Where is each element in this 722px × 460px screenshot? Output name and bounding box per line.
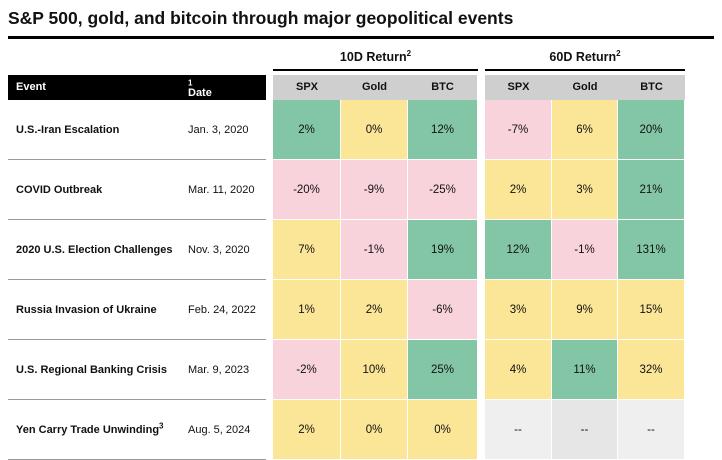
event-footnote: 3 bbox=[159, 421, 164, 431]
event-date: Aug. 5, 2024 bbox=[188, 424, 251, 436]
col-60d-gold-header: Gold bbox=[552, 75, 618, 100]
group-10d-footnote: 2 bbox=[406, 48, 412, 58]
row-divider bbox=[8, 399, 266, 400]
return-60d-spx-cell: 3% bbox=[485, 280, 552, 340]
event-column-header: Event bbox=[16, 81, 46, 93]
group-title-60d: 60D Return2 bbox=[485, 48, 685, 68]
return-10d-spx-cell: 1% bbox=[273, 280, 341, 340]
return-60d-spx-cell: -- bbox=[485, 400, 552, 460]
event-date: Jan. 3, 2020 bbox=[188, 124, 249, 136]
return-10d-gold-cell: 2% bbox=[341, 280, 408, 340]
return-60d-spx-cell: 4% bbox=[485, 340, 552, 400]
return-60d-gold-cell: 6% bbox=[552, 100, 618, 160]
return-10d-btc-cell: 0% bbox=[408, 400, 478, 460]
event-date: Feb. 24, 2022 bbox=[188, 304, 256, 316]
return-10d-btc-cell: 12% bbox=[408, 100, 478, 160]
return-60d-btc-cell: 32% bbox=[618, 340, 685, 400]
row-divider bbox=[8, 159, 266, 160]
return-10d-btc-cell: -25% bbox=[408, 160, 478, 220]
return-10d-gold-cell: 10% bbox=[341, 340, 408, 400]
event-date: Mar. 11, 2020 bbox=[188, 184, 255, 196]
col-10d-btc-header: BTC bbox=[408, 75, 478, 100]
col-60d-btc-header: BTC bbox=[618, 75, 685, 100]
event-date: Nov. 3, 2020 bbox=[188, 244, 250, 256]
return-60d-btc-cell: -- bbox=[618, 400, 685, 460]
event-name: U.S.-Iran Escalation bbox=[16, 124, 120, 136]
group-title-60d-text: 60D Return bbox=[549, 50, 617, 64]
return-10d-gold-cell: -1% bbox=[341, 220, 408, 280]
return-60d-btc-cell: 131% bbox=[618, 220, 685, 280]
return-60d-btc-cell: 15% bbox=[618, 280, 685, 340]
event-name: Russia Invasion of Ukraine bbox=[16, 304, 157, 316]
date-column-header-text: Date bbox=[188, 87, 212, 99]
return-60d-gold-cell: 9% bbox=[552, 280, 618, 340]
return-60d-spx-cell: -7% bbox=[485, 100, 552, 160]
row-divider bbox=[8, 339, 266, 340]
return-10d-spx-cell: 2% bbox=[273, 400, 341, 460]
return-10d-spx-cell: -2% bbox=[273, 340, 341, 400]
return-10d-btc-cell: 25% bbox=[408, 340, 478, 400]
page-title: S&P 500, gold, and bitcoin through major… bbox=[8, 8, 514, 28]
row-divider bbox=[8, 279, 266, 280]
return-60d-gold-cell: 11% bbox=[552, 340, 618, 400]
return-60d-gold-cell: 3% bbox=[552, 160, 618, 220]
title-rule bbox=[8, 36, 714, 39]
group-rule-10d bbox=[273, 69, 478, 71]
group-title-10d: 10D Return2 bbox=[273, 48, 478, 68]
return-10d-gold-cell: 0% bbox=[341, 400, 408, 460]
return-60d-gold-cell: -1% bbox=[552, 220, 618, 280]
event-name: Yen Carry Trade Unwinding3 bbox=[16, 421, 164, 436]
return-10d-btc-cell: 19% bbox=[408, 220, 478, 280]
date-column-header: Date 1 bbox=[188, 78, 212, 99]
group-rule-60d bbox=[485, 69, 685, 71]
event-date: Mar. 9, 2023 bbox=[188, 364, 250, 376]
date-footnote: 1 bbox=[188, 78, 193, 88]
return-60d-spx-cell: 2% bbox=[485, 160, 552, 220]
return-60d-btc-cell: 21% bbox=[618, 160, 685, 220]
col-10d-spx-header: SPX bbox=[273, 75, 341, 100]
col-60d-spx-header: SPX bbox=[485, 75, 552, 100]
col-10d-gold-header: Gold bbox=[341, 75, 408, 100]
group-title-10d-text: 10D Return bbox=[339, 50, 407, 64]
return-10d-spx-cell: 7% bbox=[273, 220, 341, 280]
return-10d-btc-cell: -6% bbox=[408, 280, 478, 340]
group-60d-footnote: 2 bbox=[616, 48, 621, 58]
event-name: U.S. Regional Banking Crisis bbox=[16, 364, 167, 376]
return-10d-gold-cell: 0% bbox=[341, 100, 408, 160]
return-60d-btc-cell: 20% bbox=[618, 100, 685, 160]
return-60d-spx-cell: 12% bbox=[485, 220, 552, 280]
return-10d-gold-cell: -9% bbox=[341, 160, 408, 220]
event-header-bar: Event Date 1 bbox=[8, 75, 266, 100]
row-divider bbox=[8, 219, 266, 220]
return-10d-spx-cell: -20% bbox=[273, 160, 341, 220]
event-name: 2020 U.S. Election Challenges bbox=[16, 244, 173, 256]
return-60d-gold-cell: -- bbox=[552, 400, 618, 460]
event-name: COVID Outbreak bbox=[16, 184, 103, 196]
return-10d-spx-cell: 2% bbox=[273, 100, 341, 160]
